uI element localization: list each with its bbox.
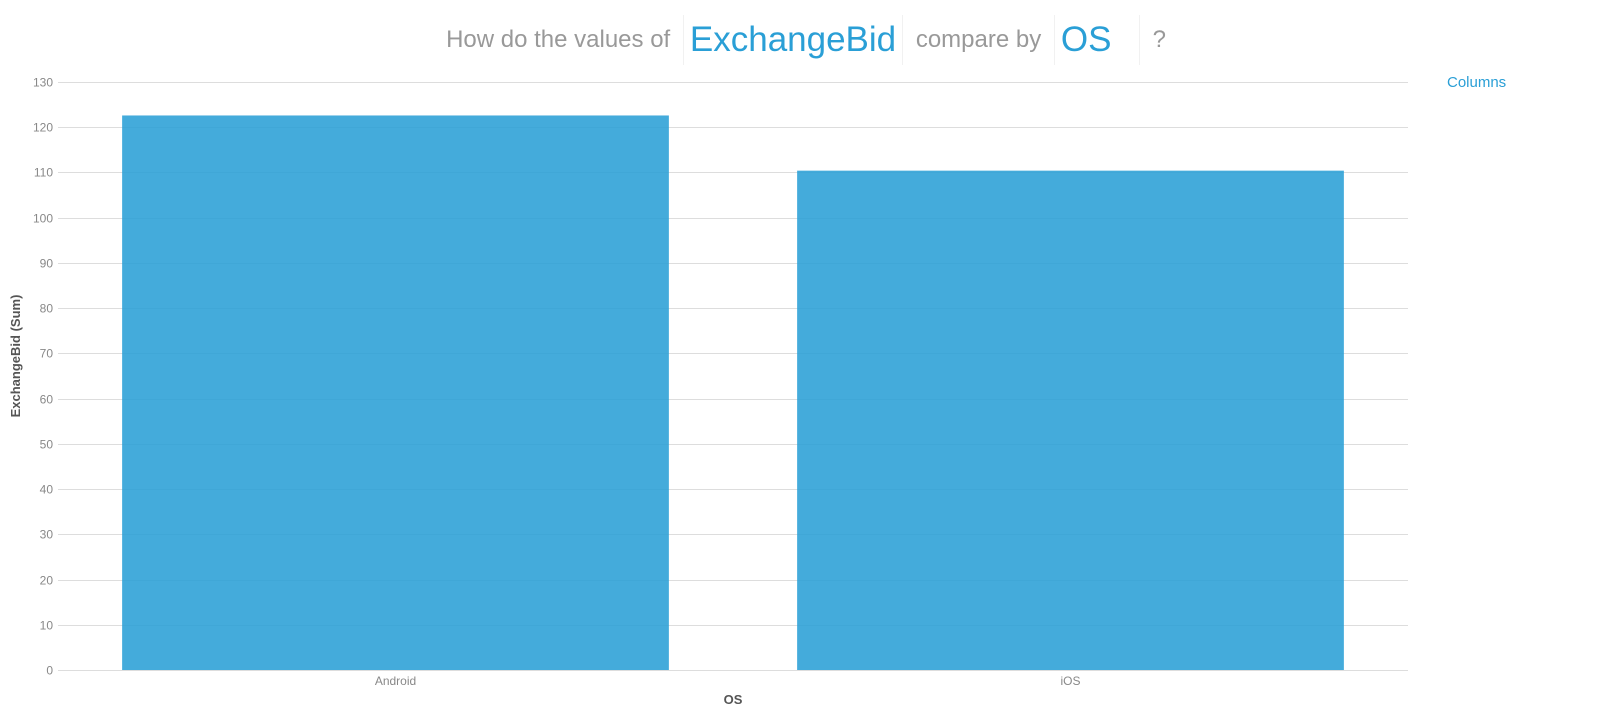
measure-selector[interactable]: ExchangeBid <box>682 14 904 65</box>
y-tick-label: 10 <box>40 619 54 633</box>
y-tick-label: 20 <box>40 574 54 588</box>
y-tick-label: 40 <box>40 483 54 497</box>
question-middle: compare by <box>915 25 1042 53</box>
y-tick-label: 120 <box>33 121 53 135</box>
dimension-selector[interactable]: OS <box>1053 14 1140 65</box>
y-tick-label: 80 <box>40 302 54 316</box>
question-prefix: How do the values of <box>446 25 671 53</box>
y-tick-label: 50 <box>40 438 54 452</box>
y-tick-label: 0 <box>46 664 53 678</box>
x-tick-label-ios: iOS <box>1060 674 1080 688</box>
bar-android[interactable] <box>122 115 669 671</box>
bar-layer <box>122 115 1344 671</box>
x-tick-label-android: Android <box>375 674 416 688</box>
y-axis-ticks: 0 10 20 30 40 50 60 70 80 90 100 110 120 130 <box>33 76 53 678</box>
y-tick-label: 60 <box>40 393 54 407</box>
y-tick-label: 100 <box>33 212 53 226</box>
x-axis-ticks: Android iOS <box>375 674 1081 688</box>
bar-ios[interactable] <box>797 170 1344 670</box>
question-sentence: How do the values of ExchangeBid compare… <box>0 14 1612 65</box>
y-tick-label: 130 <box>33 76 53 90</box>
y-tick-label: 110 <box>34 166 53 180</box>
question-suffix: ? <box>1152 25 1166 53</box>
chart-type-toggle[interactable]: Columns <box>1447 74 1507 91</box>
y-tick-label: 70 <box>40 347 54 361</box>
x-axis-title: OS <box>724 692 743 707</box>
y-tick-label: 30 <box>40 528 54 542</box>
y-tick-label: 90 <box>40 257 54 271</box>
y-axis-title: ExchangeBid (Sum) <box>8 295 23 418</box>
